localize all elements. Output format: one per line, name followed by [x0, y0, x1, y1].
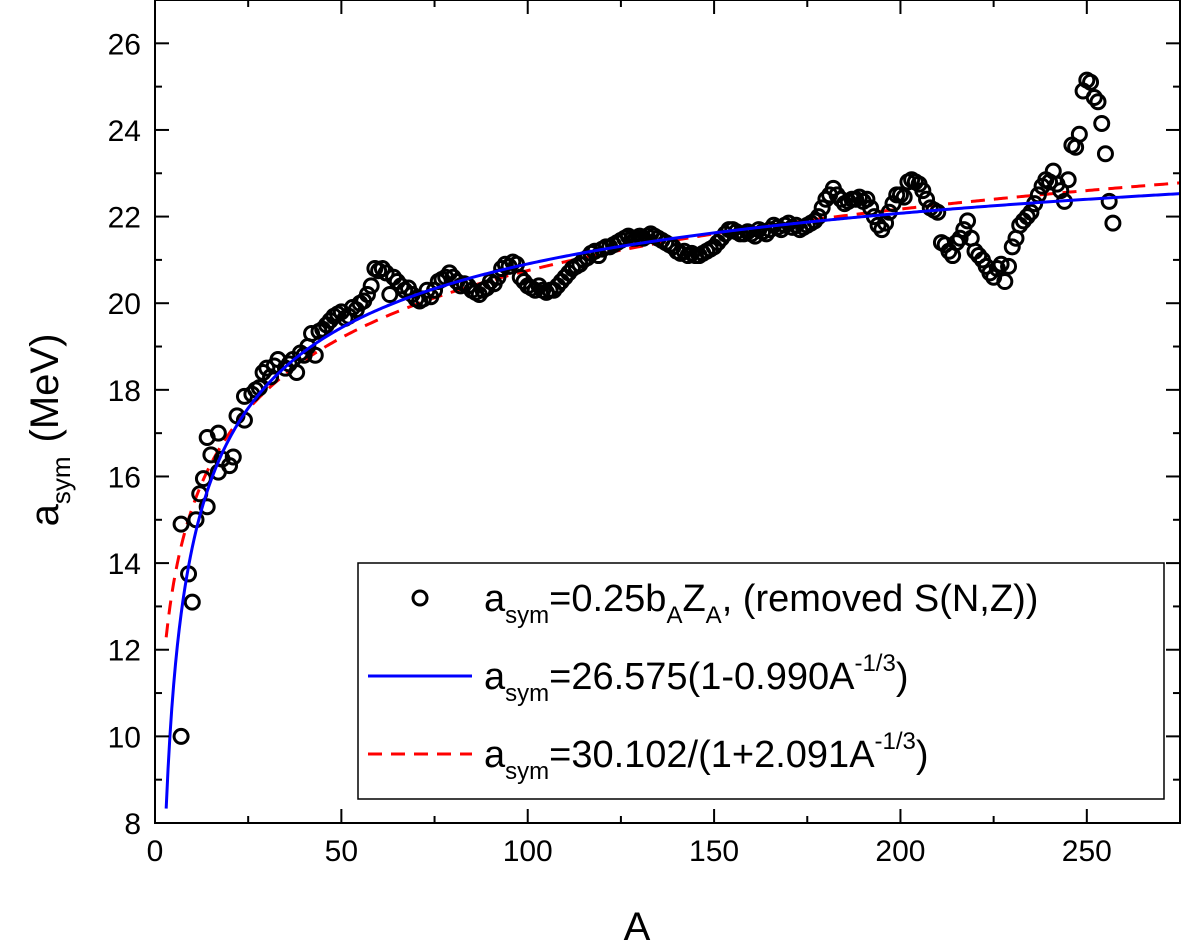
x-tick-label: 200 — [875, 835, 925, 868]
data-point — [306, 346, 324, 364]
data-point — [1003, 238, 1021, 256]
legend-label-part: =26.575(1-0.990A — [549, 656, 855, 698]
legend-label-part: -1/3 — [875, 728, 916, 755]
data-point — [929, 203, 947, 221]
y-tick-label: 10 — [108, 721, 141, 754]
x-axis: 0 50 100 150 200 250 — [147, 0, 1112, 868]
data-point — [392, 277, 410, 295]
y-tick-label: 26 — [108, 28, 141, 61]
data-point — [1082, 73, 1100, 91]
y-axis-title: asym (MeV) — [23, 334, 76, 527]
data-point — [1104, 214, 1122, 232]
x-tick-label: 0 — [147, 835, 164, 868]
y-axis-title-main: a — [23, 503, 67, 526]
data-point — [373, 260, 391, 278]
legend-label-part: sym — [505, 758, 549, 785]
data-point — [869, 216, 887, 234]
data-point — [761, 221, 779, 239]
x-axis-title: A — [624, 905, 651, 949]
legend-label-part: =0.25b — [549, 578, 666, 620]
legend-label-part: a — [484, 656, 506, 698]
plot-frame — [154, 0, 1181, 824]
series-layer — [164, 71, 1180, 809]
data-point — [362, 277, 380, 295]
legend-label-part: a — [484, 734, 506, 776]
data-point — [1018, 208, 1036, 226]
data-point — [959, 212, 977, 230]
legend-box — [357, 562, 1165, 800]
data-point — [262, 368, 280, 386]
legend-label: asym=30.102/(1+2.091A-1/3) — [484, 728, 929, 785]
y-tick-label: 16 — [108, 461, 141, 494]
data-point — [1085, 88, 1103, 106]
x-tick-label: 250 — [1062, 835, 1112, 868]
data-point — [172, 727, 190, 745]
legend-label-part: a — [484, 578, 506, 620]
legend-label-part: sym — [505, 680, 549, 707]
y-tick-label: 14 — [108, 548, 141, 581]
data-point — [288, 364, 306, 382]
y-tick-label: 12 — [108, 635, 141, 668]
data-point — [1089, 93, 1107, 111]
legend-label-part: A — [666, 602, 682, 629]
legend-marker-circle — [411, 589, 429, 607]
legend: asym=0.25bAZA, (removed S(N,Z))asym=26.5… — [357, 562, 1165, 800]
data-point — [988, 260, 1006, 278]
data-point — [951, 229, 969, 247]
y-tick-label: 18 — [108, 375, 141, 408]
data-point — [1070, 125, 1088, 143]
data-point — [172, 515, 190, 533]
legend-label: asym=0.25bAZA, (removed S(N,Z)) — [484, 578, 1038, 629]
data-point — [1000, 257, 1018, 275]
data-point — [198, 498, 216, 516]
y-axis: 8 10 12 14 16 18 20 22 24 26 — [108, 0, 1180, 841]
data-point — [1022, 203, 1040, 221]
data-point — [224, 448, 242, 466]
x-tick-label: 100 — [503, 835, 553, 868]
data-point — [1096, 145, 1114, 163]
data-point — [914, 182, 932, 200]
legend-label-part: ) — [916, 734, 929, 776]
data-point — [858, 190, 876, 208]
y-axis-title-unit: (MeV) — [23, 334, 67, 443]
data-point — [358, 286, 376, 304]
legend-label-part: , (removed S(N,Z)) — [722, 578, 1039, 620]
y-tick-label: 24 — [108, 115, 141, 148]
data-point — [996, 273, 1014, 291]
fit-line-red-dashed — [164, 181, 1180, 638]
y-tick-label: 22 — [108, 202, 141, 235]
data-point — [992, 255, 1010, 273]
data-point — [381, 286, 399, 304]
y-tick-label: 20 — [108, 288, 141, 321]
data-point — [221, 457, 239, 475]
legend-label-part: sym — [505, 602, 549, 629]
data-point — [1093, 114, 1111, 132]
legend-label: asym=26.575(1-0.990A-1/3) — [484, 650, 908, 707]
x-tick-label: 50 — [325, 835, 358, 868]
data-point — [183, 593, 201, 611]
data-point — [1041, 173, 1059, 191]
data-point — [947, 234, 965, 252]
legend-label-part: Z — [682, 578, 705, 620]
x-tick-label: 150 — [689, 835, 739, 868]
legend-label-part: A — [706, 602, 722, 629]
legend-label-part: -1/3 — [854, 650, 895, 677]
fit-line-blue-solid — [164, 192, 1180, 809]
legend-label-part: =30.102/(1+2.091A — [549, 734, 875, 776]
data-point — [895, 188, 913, 206]
data-point — [809, 208, 827, 226]
data-point — [258, 359, 276, 377]
y-tick-label: 8 — [124, 808, 141, 841]
data-point — [850, 188, 868, 206]
data-point — [813, 199, 831, 217]
data-point — [1059, 171, 1077, 189]
data-point — [209, 424, 227, 442]
data-point — [1100, 192, 1118, 210]
y-axis-title-sub: sym — [46, 456, 76, 504]
legend-label-part: ) — [896, 656, 909, 698]
